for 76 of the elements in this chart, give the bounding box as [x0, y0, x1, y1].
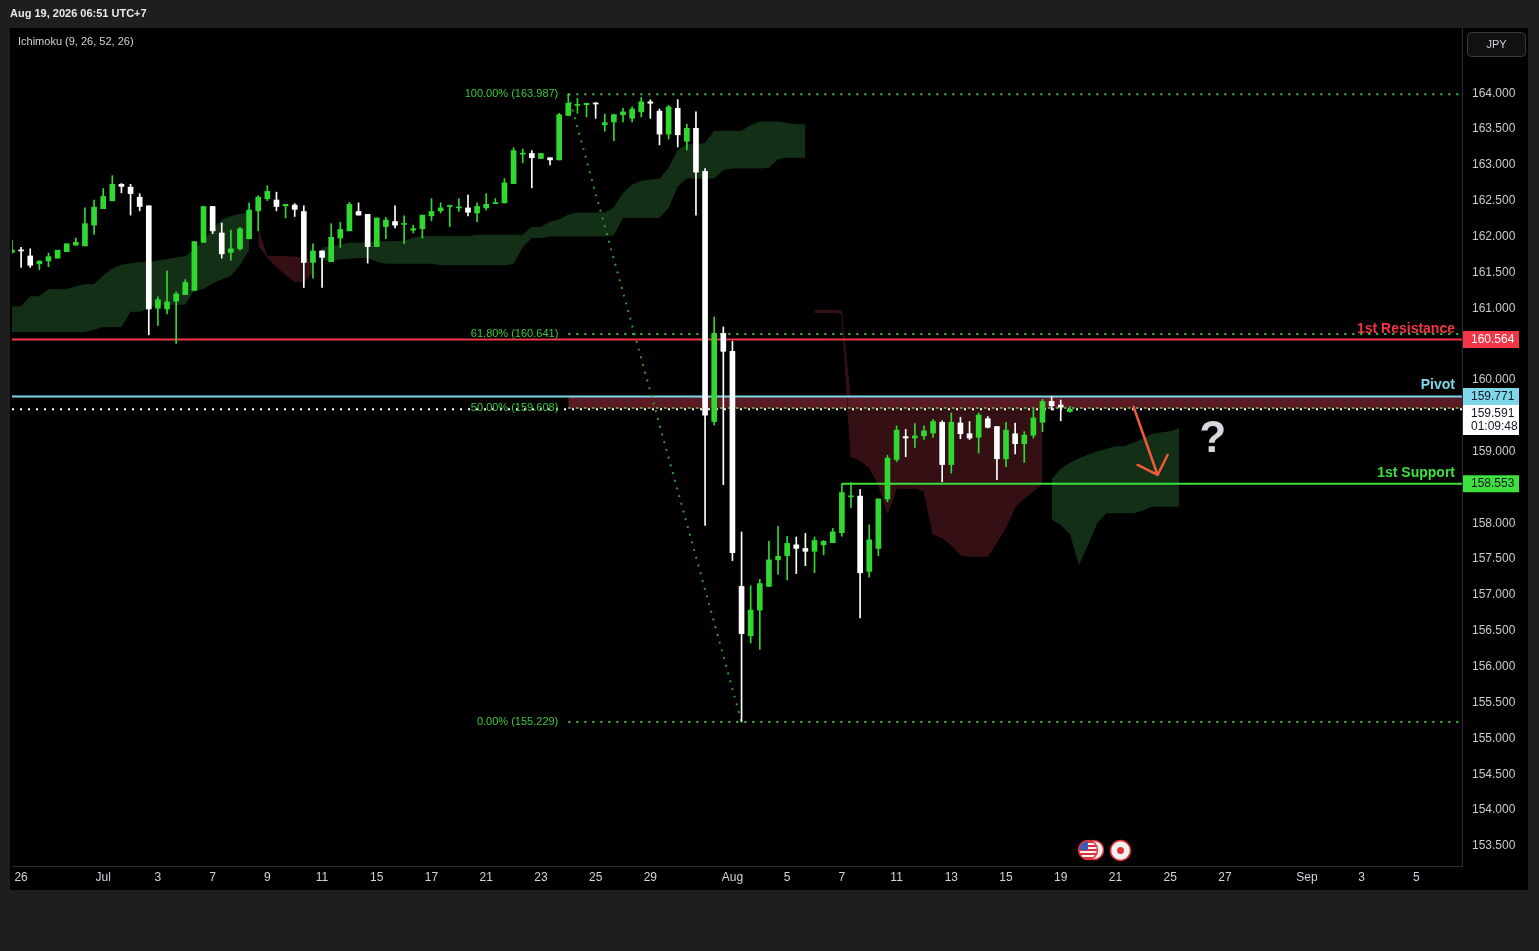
candlestick	[793, 536, 800, 574]
y-tick-label: 153.500	[1472, 838, 1516, 853]
x-tick-label: 5	[783, 869, 791, 884]
x-tick-label: 21	[479, 869, 494, 884]
y-tick-label: 161.500	[1472, 264, 1516, 279]
data-label: 159.591	[1471, 405, 1515, 420]
y-tick-label: 160.000	[1472, 372, 1516, 387]
candlestick	[902, 429, 909, 458]
x-tick-label: 17	[424, 869, 439, 884]
x-tick-label: Jul	[95, 869, 111, 884]
candlestick	[601, 113, 608, 132]
y-tick-label: 156.500	[1472, 623, 1516, 638]
series-label: 1st Resistance	[1356, 319, 1456, 336]
y-tick-label: 157.000	[1472, 587, 1516, 602]
x-tick-label: 23	[534, 869, 548, 884]
candlestick	[319, 250, 325, 288]
candlestick	[164, 270, 170, 315]
series-label: Pivot	[1420, 376, 1456, 393]
data-label: 158.553	[1471, 476, 1515, 491]
y-tick-label: 161.000	[1472, 300, 1516, 315]
y-tick-label: 163.500	[1472, 121, 1516, 136]
y-tick-label: 156.000	[1472, 659, 1516, 674]
y-tick-label: 155.500	[1472, 694, 1516, 709]
series-label: 50.00% (159.608)	[470, 401, 559, 414]
chart-title: Aug 19, 2026 06:51 UTC+7	[10, 7, 147, 20]
x-tick-label: 25	[588, 869, 603, 884]
annotation: ?	[1199, 412, 1227, 462]
x-tick-label: 15	[999, 869, 1014, 884]
series-label: 100.00% (163.987)	[464, 87, 559, 100]
candlestick	[483, 193, 490, 211]
x-tick-label: 27	[1218, 869, 1232, 884]
x-tick-label: 7	[209, 869, 217, 884]
text: Ichimoku (9, 26, 52, 26)	[18, 35, 134, 48]
x-tick-label: 3	[154, 869, 162, 884]
x-tick-label: 29	[643, 869, 658, 884]
candlestick	[528, 150, 535, 189]
x-tick-label: 21	[1108, 869, 1123, 884]
x-tick-label: 13	[944, 869, 959, 884]
x-tick-label: 7	[838, 869, 846, 884]
x-tick-label: 11	[315, 869, 329, 884]
candlestick	[446, 204, 453, 227]
y-tick-label: 162.500	[1472, 193, 1516, 208]
y-tick-label: 154.000	[1472, 802, 1516, 817]
candlestick	[848, 482, 854, 508]
text: 01:09:48	[1471, 418, 1519, 433]
y-tick-label: 157.500	[1472, 551, 1516, 566]
y-tick-label: 155.000	[1472, 730, 1516, 745]
candlestick	[1057, 399, 1064, 422]
x-tick-label: 3	[1358, 869, 1366, 884]
x-tick-label: Sep	[1296, 869, 1318, 884]
series-label: 61.80% (160.641)	[470, 327, 559, 340]
y-tick-label: 163.000	[1472, 157, 1516, 172]
x-tick-label: 9	[264, 869, 271, 884]
y-tick-label: 162.000	[1472, 228, 1516, 243]
x-tick-label: 19	[1054, 869, 1068, 884]
series-label: 1st Support	[1377, 463, 1456, 480]
candlestick	[401, 215, 407, 245]
data-label: 160.564	[1471, 331, 1515, 346]
candlestick	[775, 525, 781, 575]
series-label: 0.00% (155.229)	[476, 715, 559, 728]
candlestick	[228, 229, 234, 261]
candlestick	[392, 205, 398, 229]
candlestick	[173, 291, 179, 344]
y-tick-label: 158.000	[1472, 515, 1516, 530]
x-tick-label: 11	[890, 869, 904, 884]
x-tick-label: 25	[1163, 869, 1178, 884]
data-label: 159.771	[1471, 388, 1515, 403]
y-axis-title: JPY	[1486, 37, 1508, 50]
x-tick-label: Aug	[721, 869, 744, 884]
y-tick-label: 164.000	[1472, 85, 1516, 100]
x-tick-label: 5	[1413, 869, 1421, 884]
y-tick-label: 159.000	[1472, 443, 1516, 458]
y-tick-label: 154.500	[1472, 766, 1516, 781]
candlestick	[620, 107, 626, 123]
x-tick-label: 15	[370, 869, 384, 884]
x-tick-label: 26	[14, 869, 29, 884]
